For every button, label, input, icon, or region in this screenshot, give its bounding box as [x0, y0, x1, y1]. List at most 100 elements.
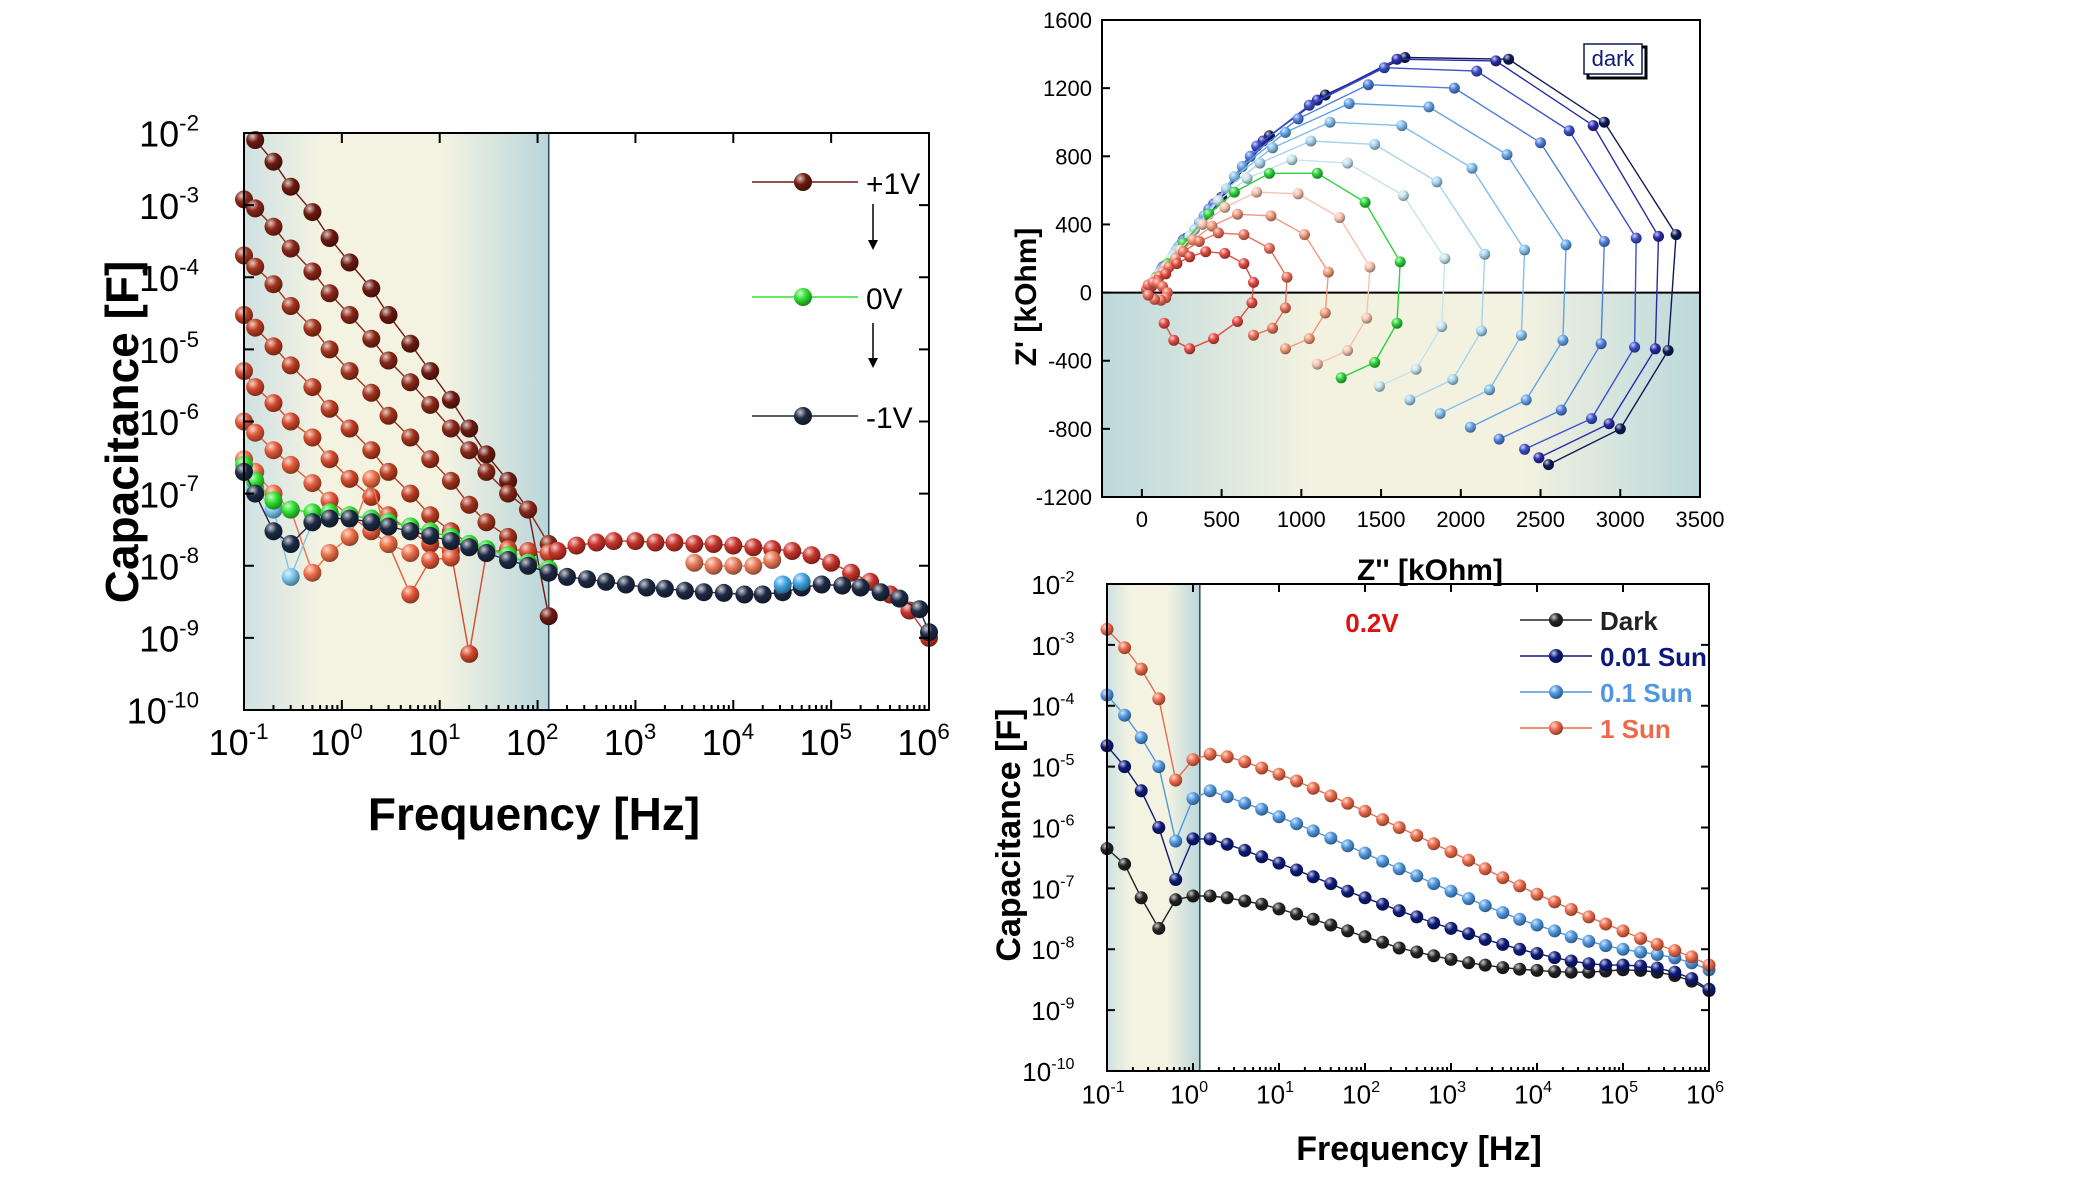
- nyquist-x-axis-label: Z'' [kOhm]: [1357, 554, 1503, 587]
- data-point-left-9-3: [281, 567, 300, 586]
- legend-label: 0V: [866, 283, 903, 316]
- data-point-bottom-2-6: [1203, 784, 1217, 798]
- data-point-left-2-2: [264, 275, 283, 294]
- data-point-left-7-6: [665, 533, 684, 552]
- nyquist-point-1-7: [1391, 53, 1403, 65]
- data-point-bottom-3-32: [1650, 937, 1664, 951]
- data-point-bottom-0-2: [1134, 891, 1148, 905]
- data-point-left-1-6: [340, 306, 359, 324]
- nyquist-point-12-12: [1232, 316, 1243, 327]
- data-point-bottom-2-30: [1616, 942, 1630, 956]
- data-point-left-11-7: [362, 513, 381, 532]
- data-point-left-11-21: [637, 578, 656, 597]
- data-point-left-7-9: [724, 536, 743, 555]
- data-point-left-4-1: [246, 378, 265, 397]
- nyquist-point-3-11: [1595, 338, 1607, 350]
- nyquist-point-5-13: [1434, 408, 1446, 419]
- data-point-bottom-2-8: [1238, 796, 1252, 810]
- data-point-bottom-2-22: [1478, 899, 1492, 913]
- data-point-bottom-3-21: [1462, 853, 1476, 867]
- y-tick-label: 10-10: [1022, 1055, 1074, 1087]
- data-point-bottom-0-20: [1444, 952, 1458, 966]
- data-point-left-6-8: [379, 535, 398, 553]
- data-point-bottom-1-20: [1444, 921, 1458, 935]
- nyquist-y-ticks: -1200 -800 -400 0 400 800 1200 1600: [1036, 8, 1110, 510]
- nyquist-point-5-7: [1324, 116, 1336, 128]
- bottom-legend-label: 0.1 Sun: [1600, 678, 1692, 708]
- data-point-bottom-2-18: [1410, 869, 1424, 883]
- bottom-legend-marker: [1549, 685, 1563, 699]
- data-point-left-3-10: [421, 506, 440, 525]
- data-point-bottom-1-26: [1548, 951, 1562, 965]
- data-point-bottom-1-4: [1169, 873, 1183, 886]
- y-tick-label: 10-7: [1031, 873, 1074, 905]
- data-point-left-0-4: [320, 229, 339, 247]
- data-point-bottom-3-2: [1134, 662, 1148, 676]
- nyquist-point-3-9: [1535, 137, 1546, 149]
- nyquist-point-8-6: [1228, 186, 1240, 198]
- nyquist-annotation-box: dark: [1583, 43, 1648, 80]
- data-point-left-2-4: [303, 318, 322, 337]
- nyquist-y-tick-label: -800: [1048, 417, 1092, 442]
- data-point-left-11-5: [320, 509, 339, 528]
- data-point-left-11-16: [539, 563, 558, 582]
- legend-marker: [794, 288, 812, 306]
- nyquist-x-tick-label: 1500: [1357, 507, 1406, 532]
- series-line-left-0: [254, 139, 550, 617]
- nyquist-point-12-11: [1246, 297, 1258, 309]
- x-tick-label: 106: [1686, 1078, 1724, 1110]
- nyquist-point-6-6: [1254, 157, 1266, 169]
- data-point-bottom-3-34: [1685, 950, 1699, 964]
- data-point-left-10-2: [264, 491, 283, 510]
- data-point-bottom-2-20: [1444, 884, 1458, 898]
- nyquist-point-12-6: [1184, 251, 1196, 263]
- data-point-bottom-3-14: [1341, 796, 1355, 810]
- nyquist-point-9-13: [1311, 358, 1323, 370]
- data-point-bottom-0-4: [1169, 893, 1183, 907]
- nyquist-y-tick-label: 1600: [1043, 8, 1092, 33]
- nyquist-point-3-13: [1493, 433, 1505, 445]
- x-tick-label: 101: [408, 719, 460, 763]
- data-point-left-11-33: [871, 583, 890, 602]
- nyquist-point-11-10: [1281, 271, 1293, 283]
- data-point-left-1-15: [519, 500, 538, 519]
- data-point-bottom-0-22: [1478, 958, 1492, 972]
- nyquist-point-2-11: [1629, 341, 1641, 353]
- data-point-left-11-23: [675, 581, 694, 600]
- data-point-left-11-18: [578, 570, 596, 589]
- y-tick-label: 10-3: [139, 183, 199, 227]
- nyquist-point-9-9: [1334, 212, 1346, 224]
- data-point-left-11-35: [910, 600, 929, 619]
- nyquist-point-9-11: [1361, 312, 1373, 324]
- y-tick-label: 10-6: [139, 399, 199, 443]
- data-point-bottom-1-23: [1496, 937, 1510, 951]
- nyquist-point-9-5: [1197, 218, 1208, 230]
- nyquist-point-7-9: [1397, 190, 1409, 201]
- nyquist-x-tick-label: 500: [1203, 507, 1240, 532]
- data-point-left-7-13: [802, 546, 821, 565]
- data-point-bottom-2-32: [1650, 948, 1664, 961]
- bottom-x-axis-label: Frequency [Hz]: [1296, 1130, 1542, 1168]
- bottom-legend-label: 1 Sun: [1600, 714, 1671, 744]
- x-tick-label: 105: [1600, 1078, 1638, 1110]
- data-point-left-0-11: [460, 419, 479, 438]
- data-point-bottom-0-17: [1392, 941, 1406, 955]
- nyquist-point-3-5: [1244, 150, 1256, 162]
- data-point-bottom-3-16: [1376, 813, 1390, 827]
- data-point-left-5-3: [281, 455, 300, 474]
- data-point-left-5-9: [401, 585, 420, 604]
- nyquist-point-4-10: [1560, 239, 1572, 251]
- data-point-bottom-3-5: [1186, 753, 1200, 767]
- data-point-bottom-3-12: [1306, 781, 1320, 795]
- nyquist-point-9-6: [1219, 201, 1231, 213]
- data-point-bottom-2-3: [1152, 760, 1166, 774]
- nyquist-point-4-12: [1520, 394, 1532, 406]
- y-tick-label: 10-7: [139, 471, 199, 515]
- data-point-left-2-12: [460, 495, 479, 514]
- x-tick-label: 100: [310, 719, 362, 763]
- data-point-left-5-4: [303, 474, 322, 493]
- data-point-left-11-6: [340, 509, 359, 528]
- data-point-bottom-0-7: [1220, 891, 1234, 905]
- data-point-left-5-2: [264, 441, 283, 460]
- data-point-bottom-1-18: [1410, 910, 1424, 924]
